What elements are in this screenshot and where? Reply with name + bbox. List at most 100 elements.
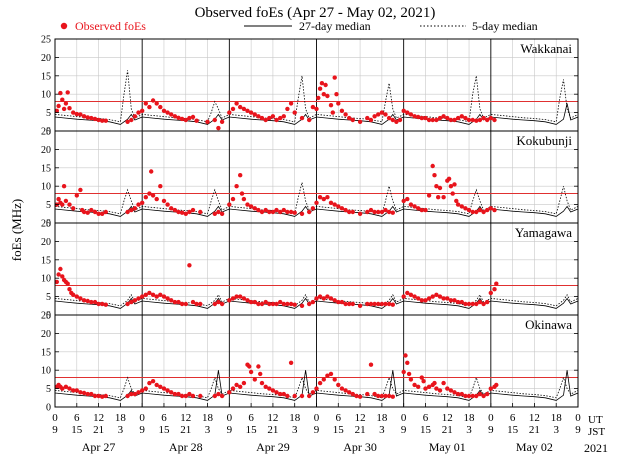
observed-point: [299, 115, 305, 121]
x-tick-label-ut: 6: [510, 412, 516, 424]
observed-point: [314, 200, 319, 205]
observed-point: [198, 209, 203, 215]
observed-point: [386, 209, 392, 215]
observed-point: [292, 210, 297, 215]
observed-point: [96, 211, 101, 216]
observed-point: [386, 301, 392, 307]
observed-point: [372, 209, 377, 215]
observed-point: [150, 292, 156, 297]
observed-point: [419, 298, 424, 303]
observed-point: [281, 207, 286, 213]
station-name-okinawa: Okinawa: [525, 317, 572, 332]
y-tick-label: 25: [41, 127, 51, 138]
observed-point: [263, 207, 268, 213]
observed-point: [307, 117, 312, 123]
observed-point: [485, 391, 490, 397]
observed-point: [216, 299, 221, 305]
y-tick-label: 0: [46, 403, 51, 414]
observed-point: [386, 115, 392, 121]
observed-point: [169, 206, 174, 211]
observed-point: [368, 301, 374, 307]
jst-tag: JST: [588, 426, 605, 438]
x-tick-label-ut: 0: [52, 412, 58, 424]
observed-point: [481, 209, 486, 215]
observed-point: [278, 115, 283, 121]
observed-point: [310, 299, 316, 305]
observed-point: [150, 193, 156, 198]
observed-point: [219, 119, 225, 125]
observed-point: [336, 299, 341, 305]
x-tick-label-jst: 3: [205, 424, 211, 436]
observed-point: [485, 207, 490, 213]
observed-point: [234, 184, 239, 189]
observed-point: [132, 298, 138, 303]
observed-point: [328, 200, 334, 205]
year-label: 2021: [584, 441, 608, 455]
observed-point: [474, 301, 479, 307]
observed-point: [103, 209, 109, 215]
observed-point: [437, 388, 443, 393]
observed-point: [328, 103, 334, 108]
observed-point: [350, 391, 355, 397]
observed-point: [383, 207, 388, 213]
x-tick-label-jst: 15: [333, 424, 345, 436]
y-tick-label: 10: [41, 182, 51, 193]
observed-point: [354, 393, 359, 399]
observed-point: [154, 196, 159, 202]
observed-point: [158, 104, 163, 110]
observed-point: [227, 110, 232, 115]
y-tick-label: 5: [46, 108, 51, 119]
x-tick-label-ut: 12: [93, 412, 104, 424]
observed-point: [492, 207, 497, 213]
observed-point: [136, 390, 141, 395]
observed-point: [463, 206, 468, 211]
observed-point: [474, 118, 479, 123]
y-tick-label: 10: [41, 366, 51, 377]
observed-point: [132, 206, 138, 211]
observed-point: [336, 204, 341, 209]
observed-point: [81, 209, 87, 215]
observed-point: [71, 110, 76, 115]
observed-point: [310, 206, 316, 211]
observed-point: [183, 117, 188, 123]
observed-point: [314, 106, 319, 112]
observed-point: [147, 380, 152, 386]
observed-point: [89, 115, 94, 121]
median-27day-line: [54, 297, 579, 309]
observed-point: [263, 299, 268, 305]
observed-point: [310, 390, 316, 395]
observed-point: [89, 207, 94, 213]
observed-point: [288, 209, 294, 215]
observed-point: [405, 196, 410, 202]
observed-point: [58, 266, 63, 272]
observed-point: [314, 386, 319, 391]
observed-point: [292, 393, 297, 399]
day-label: Apr 27: [82, 440, 116, 454]
y-tick-label: 0: [46, 127, 51, 138]
observed-point: [459, 114, 464, 119]
observed-point: [450, 191, 455, 196]
day-label: May 01: [429, 440, 466, 454]
observed-point: [281, 114, 286, 119]
observed-point: [307, 393, 312, 399]
x-tick-label-ut: 18: [289, 412, 301, 424]
observed-point: [376, 112, 381, 117]
observed-point: [267, 115, 272, 121]
observed-point: [452, 390, 457, 395]
observed-point: [65, 90, 70, 95]
observed-point: [92, 393, 98, 399]
x-tick-label-jst: 15: [71, 424, 83, 436]
observed-point: [74, 111, 80, 117]
observed-point: [405, 290, 410, 296]
x-tick-label-ut: 18: [115, 412, 127, 424]
observed-point: [165, 202, 170, 207]
observed-point: [437, 185, 443, 191]
x-tick-label-jst: 15: [507, 424, 519, 436]
observed-point: [136, 296, 141, 301]
observed-point: [234, 294, 239, 299]
x-tick-label-ut: 12: [442, 412, 453, 424]
x-tick-label-ut: 0: [227, 412, 233, 424]
observed-point: [61, 184, 67, 189]
observed-point: [488, 115, 493, 121]
observed-point: [187, 115, 192, 121]
